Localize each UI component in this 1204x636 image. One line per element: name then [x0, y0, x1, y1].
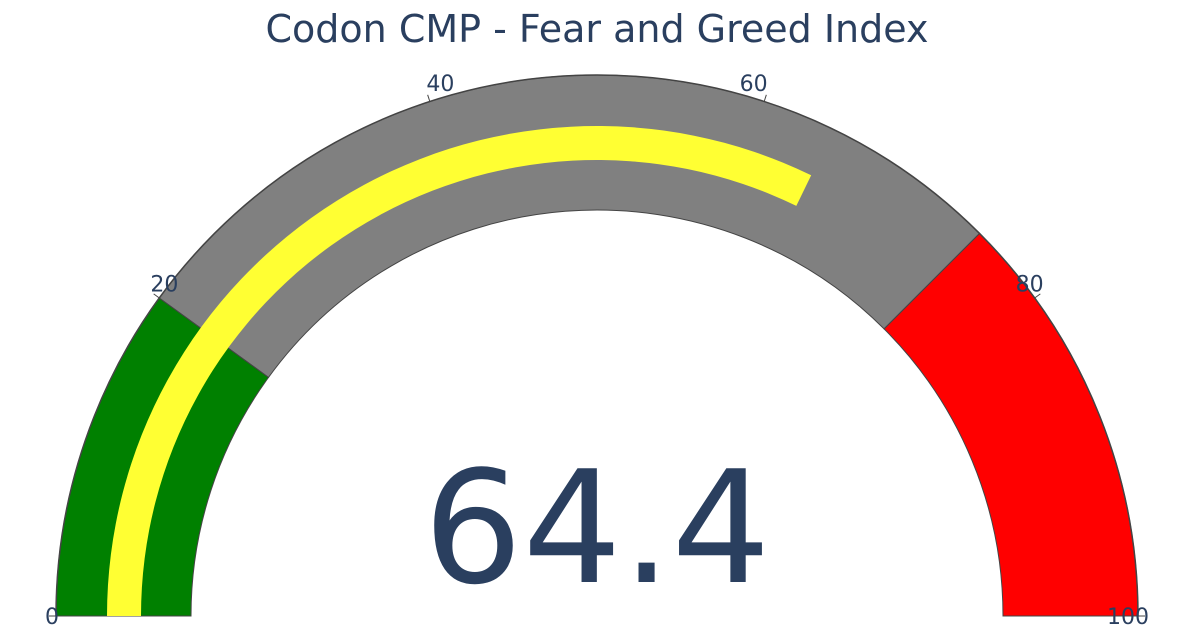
gauge-value-bar	[107, 125, 812, 617]
gauge-tick-mark	[427, 94, 431, 102]
gauge-tick-mark	[763, 94, 767, 102]
gauge-step-2	[158, 74, 981, 379]
gauge-tick-label: 80	[1016, 273, 1044, 298]
gauge-step-3	[883, 232, 1139, 617]
gauge-ticks: 0 20 40 60 80 100	[45, 72, 1149, 630]
gauge-tick-mark	[153, 293, 160, 299]
gauge-tick-label: 20	[150, 273, 178, 298]
gauge-value-number: 64.4	[423, 437, 770, 619]
chart-title: Codon CMP - Fear and Greed Index	[266, 7, 929, 51]
gauge-tick-mark	[1034, 293, 1041, 299]
gauge-tick-label: 100	[1107, 605, 1149, 630]
gauge-bar	[107, 125, 812, 617]
gauge-outer-border	[55, 74, 1139, 617]
gauge-tick-label: 60	[740, 72, 768, 97]
gauge-tick-label: 40	[426, 72, 454, 97]
gauge-tick-label: 0	[45, 605, 59, 630]
